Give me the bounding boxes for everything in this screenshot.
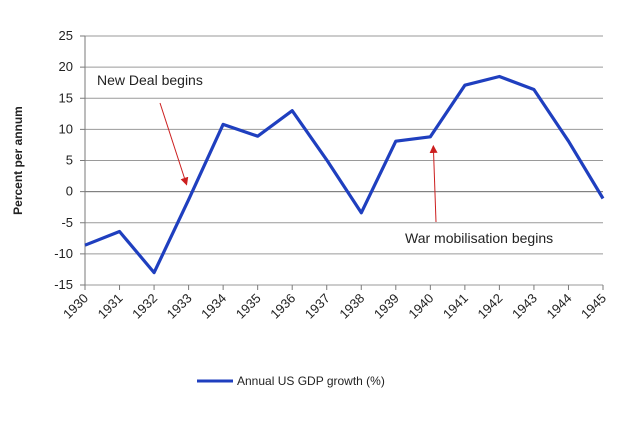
series [84, 74, 605, 275]
x-tick-labels: 1930 1931 1932 1933 1934 1935 1936 1937 1938 1939… [60, 291, 609, 322]
x-tick-label: 1934 [198, 291, 229, 322]
legend: Annual US GDP growth (%) [197, 374, 385, 388]
x-tick-label: 1938 [336, 291, 367, 322]
x-tick-label: 1942 [474, 291, 505, 322]
y-tick-label: -15 [54, 277, 73, 292]
x-tick-label: 1941 [440, 291, 471, 322]
annotation-war-mobilisation: War mobilisation begins [405, 230, 553, 246]
x-tick-label: 1935 [233, 291, 264, 322]
y-tick-label: 0 [66, 184, 73, 199]
series-line [84, 74, 605, 275]
annotation-arrow-new-deal [159, 102, 189, 186]
annotations: New Deal begins War mobilisation begins [97, 72, 553, 246]
y-tick-label: 20 [59, 59, 73, 74]
legend-label: Annual US GDP growth (%) [237, 374, 385, 388]
x-tick-label: 1944 [544, 291, 575, 322]
annotation-new-deal: New Deal begins [97, 72, 203, 88]
y-tick-label: 15 [59, 90, 73, 105]
x-tick-label: 1937 [302, 291, 333, 322]
y-tick-label: -10 [54, 246, 73, 261]
x-tick-label: 1936 [267, 291, 298, 322]
x-tick-label: 1932 [129, 291, 160, 322]
y-tick-label: 25 [59, 28, 73, 43]
x-tick-label: 1931 [95, 291, 126, 322]
y-axis-label: Percent per annum [11, 106, 25, 215]
x-tick-label: 1940 [405, 291, 436, 322]
y-tick-label: -5 [61, 215, 73, 230]
x-tick-label: 1943 [509, 291, 540, 322]
y-tick-label: 10 [59, 121, 73, 136]
x-tick-label: 1930 [60, 291, 91, 322]
annotation-arrow-war-mobilisation [429, 144, 438, 223]
x-tick-label: 1939 [371, 291, 402, 322]
y-tick-labels: 25 20 15 10 5 0 -5 -10 -15 [54, 28, 73, 292]
y-tick-label: 5 [66, 153, 73, 168]
x-tick-label: 1945 [578, 291, 609, 322]
x-tick-label: 1933 [164, 291, 195, 322]
